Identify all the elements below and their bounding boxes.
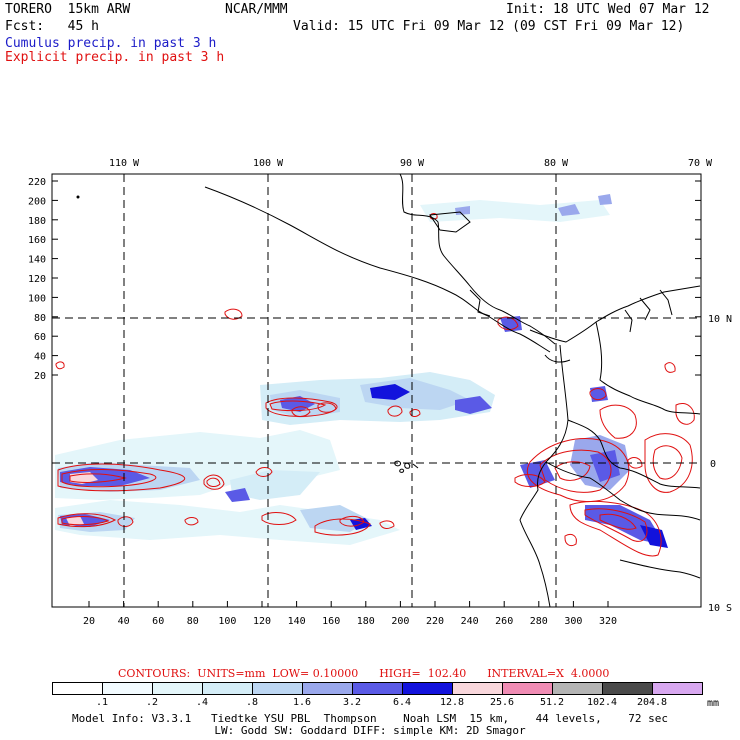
lat-label-0: 0: [710, 459, 716, 470]
map-frame: [51, 173, 702, 608]
y-tick-label: 200: [28, 196, 46, 207]
x-tick-label: 300: [564, 616, 582, 627]
colorbar-label: 3.2: [342, 697, 362, 708]
colorbar-label: 6.4: [392, 697, 412, 708]
colorbar-label: .1: [95, 697, 109, 708]
y-tick-label: 180: [28, 216, 46, 227]
init-time: Init: 18 UTC Wed 07 Mar 12: [506, 2, 710, 17]
lon-label-100w: 100 W: [253, 158, 284, 169]
y-tick-label: 20: [34, 371, 46, 382]
contours-info: CONTOURS: UNITS=mm LOW= 0.10000 HIGH= 10…: [118, 667, 610, 680]
y-tick-label: 120: [28, 274, 46, 285]
colorbar-swatch: [452, 682, 503, 695]
organization-label: NCAR/MMM: [225, 2, 288, 17]
legend-explicit: Explicit precip. in past 3 h: [5, 50, 225, 65]
y-tick-label: 100: [28, 293, 46, 304]
x-tick-label: 200: [391, 616, 409, 627]
y-tick-labels: 220 200 180 160 140 120 100 80 60 40 20: [28, 177, 46, 382]
cumulus-precip-shading: [55, 194, 668, 548]
x-tick-labels: 20 40 60 80 100 120 140 160 180 200 220 240 260 280 30…: [83, 616, 617, 627]
colorbar-label: .2: [145, 697, 159, 708]
x-tick-label: 100: [218, 616, 236, 627]
longitude-labels: 110 W 100 W 90 W 80 W 70 W: [109, 158, 713, 169]
colorbar-swatch: [52, 682, 103, 695]
colorbar-label: 1.6: [292, 697, 312, 708]
colorbar-swatch: [252, 682, 303, 695]
colorbar-unit: mm: [707, 698, 720, 709]
colorbar-swatch: [102, 682, 153, 695]
x-tick-label: 280: [530, 616, 548, 627]
colorbar-label: 25.6: [489, 697, 515, 708]
model-info-line2: LW: Godd SW: Goddard DIFF: simple KM: 2D…: [214, 724, 526, 737]
colorbar-label: .4: [195, 697, 209, 708]
colorbar-swatch: [152, 682, 203, 695]
y-tick-label: 80: [34, 313, 46, 324]
colorbar-swatch: [552, 682, 603, 695]
colorbar-label: 204.8: [636, 697, 668, 708]
colorbar-swatch: [402, 682, 453, 695]
lon-label-90w: 90 W: [400, 158, 425, 169]
y-tick-label: 220: [28, 177, 46, 188]
explicit-precip-contours: [55, 213, 695, 557]
colorbar-swatch: [302, 682, 353, 695]
model-info-line1: Model Info: V3.3.1 Tiedtke YSU PBL Thomp…: [71, 712, 669, 725]
colorbar-swatch: [502, 682, 553, 695]
axis-ticks: [52, 180, 701, 607]
colorbar-label: 102.4: [586, 697, 618, 708]
colorbar-swatch: [202, 682, 253, 695]
colorbar-swatch: [602, 682, 653, 695]
y-tick-label: 140: [28, 255, 46, 266]
colorbar-swatch: [652, 682, 703, 695]
x-tick-label: 320: [599, 616, 617, 627]
x-tick-label: 220: [426, 616, 444, 627]
x-tick-label: 120: [253, 616, 271, 627]
x-tick-label: 60: [152, 616, 164, 627]
y-tick-label: 40: [34, 352, 46, 363]
valid-time: Valid: 15 UTC Fri 09 Mar 12 (09 CST Fri …: [293, 19, 685, 34]
x-tick-label: 240: [461, 616, 479, 627]
y-tick-label: 160: [28, 235, 46, 246]
coastline-outline: [76, 174, 701, 607]
lon-label-110w: 110 W: [109, 158, 140, 169]
colorbar-label: .8: [245, 697, 259, 708]
x-tick-label: 20: [83, 616, 95, 627]
x-tick-label: 180: [357, 616, 375, 627]
model-title: TORERO 15km ARW: [5, 2, 131, 17]
y-tick-label: 60: [34, 332, 46, 343]
x-tick-label: 80: [187, 616, 199, 627]
colorbar-label: 51.2: [539, 697, 565, 708]
lon-label-70w: 70 W: [688, 158, 713, 169]
graticule: [52, 174, 701, 607]
x-tick-label: 40: [118, 616, 130, 627]
x-tick-label: 160: [322, 616, 340, 627]
lat-label-10n: 10 N: [708, 314, 732, 325]
colorbar-swatch: [352, 682, 403, 695]
lon-label-80w: 80 W: [544, 158, 569, 169]
x-tick-label: 260: [495, 616, 513, 627]
legend-cumulus: Cumulus precip. in past 3 h: [5, 36, 217, 51]
lat-label-10s: 10 S: [708, 603, 732, 614]
colorbar-label: 12.8: [439, 697, 465, 708]
x-tick-label: 140: [288, 616, 306, 627]
latitude-labels: 10 N 0 10 S: [708, 314, 732, 614]
forecast-hour: Fcst: 45 h: [5, 19, 99, 34]
